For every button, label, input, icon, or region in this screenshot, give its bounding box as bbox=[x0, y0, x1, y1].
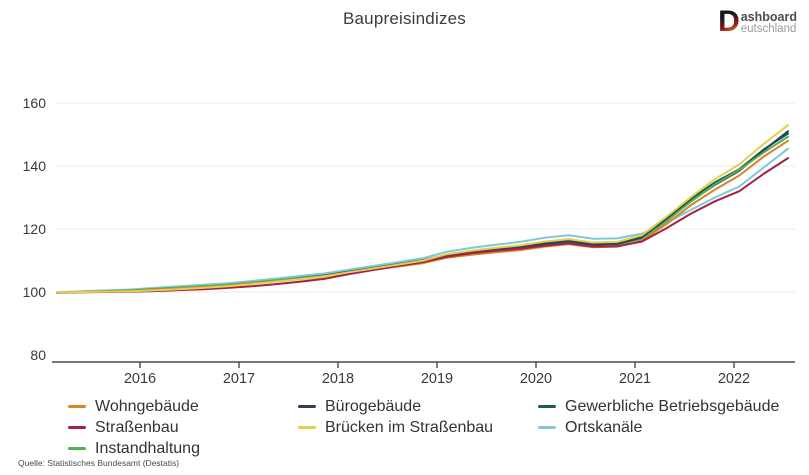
line-chart: 80 100 120 140 160 2016 2017 2018 2019 2020 2021 20… bbox=[23, 95, 795, 387]
legend-label: Ortskanäle bbox=[565, 418, 643, 436]
legend-item-ortskanaele[interactable]: Ortskanäle bbox=[538, 417, 779, 438]
x-tick-label: 2020 bbox=[520, 371, 552, 387]
line-chart-canvas: 80 100 120 140 160 2016 2017 2018 2019 2020 2021 20… bbox=[23, 95, 795, 387]
page-title: Baupreisindizes bbox=[342, 9, 466, 28]
y-tick-label: 160 bbox=[23, 95, 47, 111]
legend-item-bruecken-im-strassenbau[interactable]: Brücken im Straßenbau bbox=[298, 417, 538, 438]
legend-item-instandhaltung[interactable]: Instandhaltung bbox=[68, 438, 298, 459]
legend-label: Wohngebäude bbox=[95, 397, 199, 415]
y-tick-label: 80 bbox=[30, 347, 46, 363]
series-line-5 bbox=[56, 147, 789, 294]
x-tick-label: 2021 bbox=[619, 371, 651, 387]
legend-item-wohngebaeude[interactable]: Wohngebäude bbox=[68, 396, 298, 417]
legend-label: Gewerbliche Betriebsgebäude bbox=[565, 397, 780, 415]
legend-swatch-icon bbox=[68, 426, 86, 429]
series-line-4 bbox=[56, 124, 789, 294]
logo-line-dashboard: ashboard bbox=[740, 10, 797, 24]
legend-label: Straßenbau bbox=[95, 418, 179, 436]
legend-item-buerogebaeude[interactable]: Bürogebäude bbox=[298, 396, 538, 417]
source-attribution: Quelle: Statistisches Bundesamt (Destati… bbox=[18, 458, 180, 468]
legend-swatch-icon bbox=[538, 426, 556, 429]
x-tick-label: 2019 bbox=[421, 371, 453, 387]
y-tick-label: 120 bbox=[23, 221, 47, 237]
legend-label: Instandhaltung bbox=[95, 439, 200, 457]
y-tick-label: 140 bbox=[23, 158, 47, 174]
logo-wordmark: ashboard eutschland bbox=[741, 11, 797, 35]
chart-legend: Wohngebäude Bürogebäude Gewerbliche Betr… bbox=[68, 396, 779, 459]
legend-swatch-icon bbox=[298, 426, 316, 429]
legend-swatch-icon bbox=[68, 447, 86, 450]
x-tick-label: 2017 bbox=[223, 371, 255, 387]
x-tick-label: 2018 bbox=[322, 371, 354, 387]
legend-item-gewerbliche-betriebsgebaeude[interactable]: Gewerbliche Betriebsgebäude bbox=[538, 396, 779, 417]
dashboard-deutschland-logo: D ashboard eutschland bbox=[718, 5, 797, 38]
legend-swatch-icon bbox=[298, 405, 316, 408]
legend-swatch-icon bbox=[68, 405, 86, 408]
legend-item-strassenbau[interactable]: Straßenbau bbox=[68, 417, 298, 438]
legend-label: Bürogebäude bbox=[325, 397, 422, 415]
x-tick-label: 2022 bbox=[718, 371, 750, 387]
logo-line-deutschland: eutschland bbox=[740, 23, 797, 35]
series-line-2 bbox=[56, 132, 789, 294]
logo-d-glyph: D bbox=[718, 5, 740, 38]
legend-swatch-icon bbox=[538, 405, 556, 408]
y-tick-label: 100 bbox=[23, 284, 47, 300]
series-line-3 bbox=[56, 157, 789, 294]
legend-label: Brücken im Straßenbau bbox=[325, 418, 494, 436]
x-tick-label: 2016 bbox=[124, 371, 156, 387]
